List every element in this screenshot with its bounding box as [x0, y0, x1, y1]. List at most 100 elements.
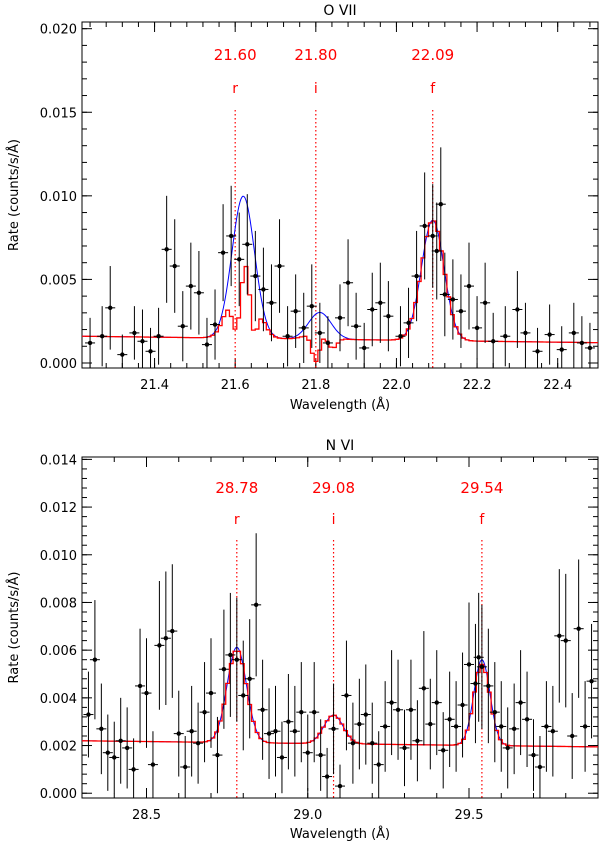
n6-data-point [541, 681, 552, 772]
o7-data-point [427, 184, 438, 288]
o7-data-marker [474, 325, 480, 331]
o7-x-axis-label: Wavelength (Å) [290, 397, 390, 413]
o7-data-marker [587, 345, 593, 351]
n6-data-marker [557, 633, 562, 639]
o7-data-point [105, 266, 116, 350]
n6-data-point [289, 685, 300, 777]
o7-data-point [201, 317, 212, 368]
o7-y-tick-label: 0.015 [40, 106, 77, 121]
o7-data-marker [132, 330, 137, 336]
o7-data-marker [345, 280, 351, 285]
n6-data-point [238, 640, 249, 751]
n6-data-marker [286, 719, 291, 724]
n6-data-point [438, 712, 449, 789]
n6-data-marker [492, 709, 497, 715]
o7-x-tick-label: 21.6 [221, 378, 250, 393]
n6-data-point [547, 685, 558, 777]
n6-data-point [393, 659, 404, 760]
o7-data-point [544, 304, 555, 365]
n6-data-marker [99, 726, 104, 732]
n6-data-marker [486, 683, 491, 689]
n6-data-marker [241, 693, 246, 698]
o7-data-point [153, 307, 164, 365]
n6-data-point [180, 736, 191, 798]
n6-data-point [83, 671, 94, 758]
o7-line-letter-r: r [232, 81, 238, 97]
o7-data-marker [571, 330, 577, 336]
n6-data-marker [247, 676, 252, 681]
o7-data-marker [317, 330, 323, 336]
n6-data-marker [208, 690, 214, 696]
n6-data-marker [331, 726, 336, 732]
n6-data-marker [305, 750, 310, 755]
n6-data-marker [499, 724, 504, 729]
n6-data-marker [292, 729, 298, 734]
n6-data-point [296, 662, 307, 763]
o7-wavelength-label-i: 21.80 [294, 46, 337, 64]
n6-data-point [489, 662, 500, 763]
o7-data-point [335, 284, 345, 352]
o7-y-tick-label: 0.020 [40, 23, 77, 38]
n6-data-point [386, 650, 397, 756]
o7-panel: O VII Wavelength (Å) Rate (counts/s/Å) 0.00… [6, 3, 599, 413]
n6-data-point [399, 709, 410, 787]
n6-data-marker [215, 752, 220, 758]
n6-y-tick-label: 0.014 [40, 453, 77, 468]
n6-data-point [431, 650, 442, 756]
n6-data-point [135, 628, 146, 744]
o7-data-marker [228, 233, 234, 239]
o7-x-tick-label: 22.2 [463, 378, 492, 393]
n6-data-point [193, 702, 204, 784]
n6-data-marker [363, 712, 368, 717]
o7-wavelength-label-r: 21.60 [214, 46, 257, 64]
n6-data-point [102, 714, 113, 791]
n6-data-marker [441, 748, 446, 753]
n6-title: N VI [326, 438, 355, 454]
n6-data-marker [511, 726, 517, 732]
o7-data-marker [361, 345, 367, 351]
n6-data-point [270, 685, 281, 777]
n6-data-marker [105, 750, 111, 755]
n6-data-marker [370, 740, 375, 746]
n6-data-marker [137, 683, 143, 689]
n6-data-point [418, 631, 429, 746]
n6-data-marker [395, 707, 401, 712]
o7-data-point [161, 195, 172, 303]
n6-data-marker [421, 686, 427, 691]
n6-data-point [264, 688, 275, 779]
o7-data-point [351, 292, 362, 360]
n6-data-point [276, 721, 287, 794]
n6-data-point [405, 659, 416, 760]
n6-data-marker [202, 709, 207, 715]
o7-data-point [403, 287, 414, 358]
n6-data-marker [570, 733, 575, 739]
n6-data-point [225, 592, 236, 717]
n6-data-marker [473, 681, 478, 686]
n6-data-marker [273, 729, 278, 734]
o7-data-marker [430, 233, 435, 239]
n6-data-marker [382, 724, 388, 729]
n6-x-tick-label: 29.5 [455, 808, 484, 823]
o7-data-point [447, 259, 458, 340]
o7-data-point [520, 302, 531, 363]
n6-data-point [580, 681, 591, 772]
n6-data-marker [389, 700, 394, 705]
n6-x-tick-label: 28.5 [132, 808, 161, 823]
n6-data-marker [86, 712, 91, 717]
o7-data-marker [515, 307, 520, 312]
o7-data-point [314, 302, 325, 363]
o7-data-point [367, 272, 378, 347]
n6-data-point [412, 700, 423, 782]
o7-data-marker [442, 292, 448, 297]
n6-data-marker [531, 752, 536, 758]
o7-data-point [234, 212, 245, 307]
n6-data-point [231, 597, 242, 722]
n6-data-marker [408, 707, 414, 712]
o7-data-point [298, 292, 309, 363]
o7-x-tick-label: 22.0 [382, 378, 411, 393]
n6-data-point [122, 707, 133, 789]
n6-data-point [335, 764, 345, 798]
o7-data-point [411, 230, 422, 322]
n6-y-tick-label: 0.004 [40, 692, 77, 707]
n6-data-marker [234, 657, 239, 662]
